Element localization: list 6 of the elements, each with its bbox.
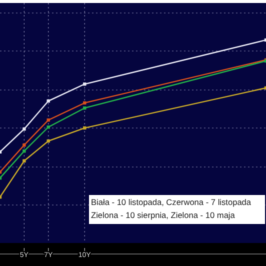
- point: [22, 149, 26, 153]
- point: [22, 143, 26, 147]
- annotation: Zielona - 10 sierpnia, Zielona - 10 maja: [91, 210, 236, 220]
- annotation: Biała - 10 listopada, Czerwona - 7 listopada: [91, 197, 252, 207]
- point: [22, 127, 26, 131]
- point: [22, 159, 26, 163]
